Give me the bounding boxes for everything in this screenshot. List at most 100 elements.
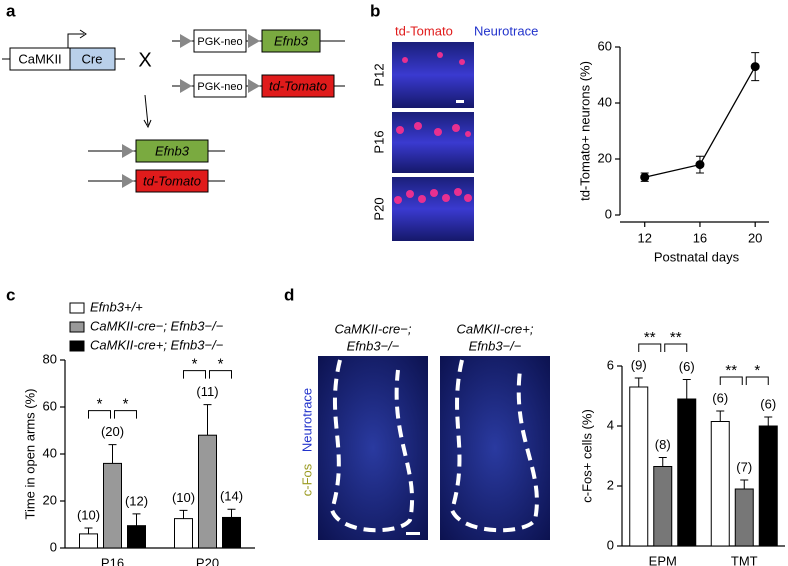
legend-swatch <box>69 302 85 314</box>
significance-bracket <box>114 410 137 419</box>
n-label: (6) <box>712 390 728 405</box>
n-label: (10) <box>77 507 100 522</box>
y-tick-label: 60 <box>43 398 57 413</box>
legend-swatch <box>69 321 85 333</box>
bar <box>758 425 778 547</box>
gene-label: PGK-neo <box>197 36 242 48</box>
bar <box>653 466 673 547</box>
n-label: (9) <box>631 357 647 372</box>
panel-letter: a <box>6 1 16 20</box>
point <box>695 160 705 170</box>
error-bar <box>203 404 212 436</box>
gene-label: Efnb3 <box>274 33 309 48</box>
gene-label: Efnb3 <box>155 143 190 158</box>
image-title: CaMKII-cre+; <box>457 321 534 336</box>
stain-label: Neurotrace <box>474 23 538 38</box>
stain-label: td-Tomato <box>395 23 453 38</box>
bar <box>174 518 193 549</box>
error-bar <box>682 379 691 399</box>
y-tick-label: 4 <box>607 417 614 432</box>
significance-bracket <box>745 376 769 385</box>
y-tick-label: 0 <box>605 206 612 221</box>
row-label: P20 <box>371 197 386 220</box>
legend-label: CaMKII-cre−; Efnb3−/− <box>90 318 224 333</box>
gene-label: td-Tomato <box>269 78 327 93</box>
error-bar <box>84 527 93 534</box>
significance-bracket <box>183 370 206 379</box>
gene-label: Cre <box>82 51 103 66</box>
bar <box>103 462 122 549</box>
n-label: (14) <box>220 489 243 504</box>
y-tick-label: 60 <box>598 38 612 53</box>
y-tick-label: 2 <box>607 477 614 492</box>
significance-bracket <box>638 343 662 352</box>
error-bar <box>716 410 725 422</box>
y-tick-label: 0 <box>50 539 57 554</box>
legend-label: CaMKII-cre+; Efnb3−/− <box>90 337 224 352</box>
gene-label: td-Tomato <box>143 173 201 188</box>
significance-label: ** <box>644 329 656 346</box>
x-tick-label: EPM <box>649 553 677 566</box>
x-axis-title: Postnatal days <box>654 249 740 264</box>
point <box>750 62 760 72</box>
x-tick-label: TMT <box>731 553 758 566</box>
significance-label: * <box>192 356 198 373</box>
cross-symbol: X <box>138 49 151 71</box>
x-tick-label: P20 <box>196 555 219 566</box>
panel-letter: c <box>6 285 15 304</box>
x-tick-label: 12 <box>637 230 651 245</box>
error-bar <box>108 444 117 464</box>
significance-label: ** <box>670 329 682 346</box>
panel-letter: d <box>284 285 294 304</box>
image-title: Efnb3−/− <box>347 338 400 353</box>
significance-bracket <box>719 376 743 385</box>
gene-label: PGK-neo <box>197 81 242 93</box>
micrographs-b: td-Tomato Neurotrace P12 P16 P20 <box>371 23 538 241</box>
micrographs-d: CaMKII-cre−; Efnb3−/− CaMKII-cre+; Efnb3… <box>299 321 550 540</box>
stain-label: Neurotrace <box>299 388 314 452</box>
n-label: (6) <box>760 396 776 411</box>
row-label: P12 <box>371 63 386 86</box>
x-tick-label: 20 <box>748 230 762 245</box>
n-label: (12) <box>125 493 148 508</box>
bar <box>629 386 649 547</box>
row-label: P16 <box>371 130 386 153</box>
construct-diagram: CaMKII Cre X PGK-neo Efnb3 PGK-neo td-To… <box>2 29 345 193</box>
y-tick-label: 0 <box>607 537 614 552</box>
bar <box>734 488 754 547</box>
significance-label: * <box>97 396 103 413</box>
y-axis-title: td-Tomato+ neurons (%) <box>577 61 592 201</box>
significance-label: * <box>123 396 129 413</box>
bar <box>127 525 146 549</box>
significance-label: * <box>754 362 760 379</box>
n-label: (6) <box>679 359 695 374</box>
significance-bracket <box>664 343 688 352</box>
significance-label: * <box>218 356 224 373</box>
n-label: (7) <box>736 459 752 474</box>
n-label: (10) <box>172 490 195 505</box>
error-bar <box>227 508 236 518</box>
error-bar <box>179 509 188 519</box>
bar <box>710 421 730 547</box>
y-axis-title: Time in open arms (%) <box>22 389 37 520</box>
legend-label: Efnb3+/+ <box>90 299 143 314</box>
bar <box>222 516 241 549</box>
y-tick-label: 80 <box>43 351 57 366</box>
n-label: (8) <box>655 437 671 452</box>
y-tick-label: 6 <box>607 357 614 372</box>
significance-label: ** <box>725 362 737 379</box>
image-title: Efnb3−/− <box>469 338 522 353</box>
x-tick-label: P16 <box>101 555 124 566</box>
error-bar <box>132 513 141 526</box>
bar <box>677 398 697 547</box>
y-tick-label: 20 <box>598 150 612 165</box>
error-bar <box>740 479 749 489</box>
image-title: CaMKII-cre−; <box>335 321 412 336</box>
point <box>640 172 650 182</box>
n-label: (11) <box>196 384 218 399</box>
error-bar <box>764 416 773 426</box>
panel-letter: b <box>370 1 380 20</box>
stain-label: c-Fos <box>299 463 314 496</box>
y-tick-label: 40 <box>43 445 57 460</box>
